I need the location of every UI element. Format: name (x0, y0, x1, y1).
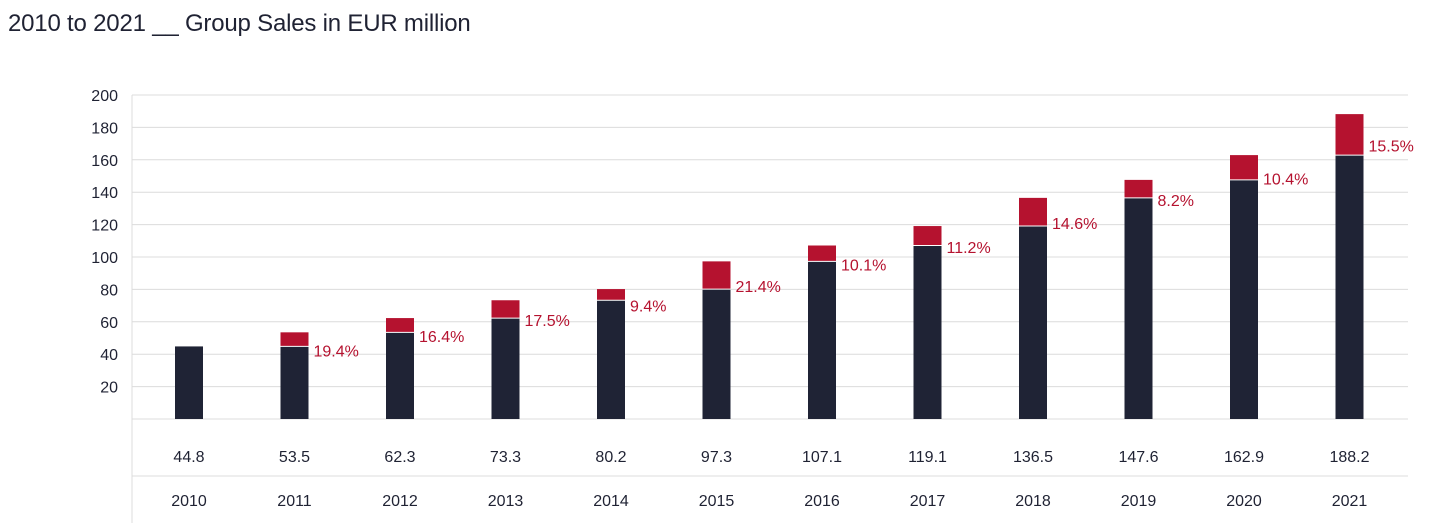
value-label: 97.3 (701, 449, 732, 466)
bar-increase (808, 245, 836, 262)
x-tick-label: 2014 (593, 493, 629, 510)
y-tick-label: 120 (91, 218, 118, 235)
bar-base (597, 300, 625, 419)
y-tick-label: 60 (100, 315, 118, 332)
bar-increase (280, 332, 309, 347)
value-label: 136.5 (1013, 449, 1053, 466)
growth-label: 9.4% (630, 299, 666, 316)
y-tick-label: 140 (91, 185, 118, 202)
bar-base (1019, 226, 1047, 419)
bar-base (175, 346, 203, 419)
x-tick-label: 2019 (1121, 493, 1157, 510)
bar-base (808, 261, 836, 419)
bars (175, 114, 1364, 420)
chart-title: 2010 to 2021 __ Group Sales in EUR milli… (8, 10, 471, 37)
bar-base (1124, 197, 1153, 419)
bar-increase (1019, 197, 1047, 227)
bar-increase (386, 318, 414, 333)
bar-base (280, 346, 309, 419)
y-tick-label: 180 (91, 120, 118, 137)
value-label: 62.3 (384, 449, 415, 466)
y-tick-label: 200 (91, 88, 118, 105)
x-tick-label: 2010 (171, 493, 207, 510)
growth-label: 11.2% (947, 240, 991, 257)
bar-base (702, 289, 731, 419)
bar-base (386, 332, 414, 419)
growth-label: 14.6% (1052, 216, 1097, 233)
growth-label: 21.4% (736, 279, 781, 296)
x-tick-label: 2018 (1015, 493, 1051, 510)
x-tick-label: 2011 (277, 493, 312, 510)
x-tick-label: 2013 (488, 493, 524, 510)
value-label: 162.9 (1224, 449, 1264, 466)
y-tick-label: 80 (100, 282, 118, 299)
value-label: 119.1 (908, 449, 947, 466)
value-label: 44.8 (173, 449, 204, 466)
bar-base (1335, 155, 1364, 420)
growth-label: 15.5% (1369, 139, 1414, 156)
value-label: 53.5 (279, 449, 310, 466)
x-tick-label: 2016 (804, 493, 840, 510)
x-tick-label: 2020 (1226, 493, 1262, 510)
y-tick-label: 40 (100, 347, 118, 364)
growth-label: 16.4% (419, 329, 464, 346)
bar-increase (1124, 179, 1153, 198)
bar-increase (1335, 114, 1364, 156)
x-tick-label: 2021 (1332, 493, 1368, 510)
grid-lines (131, 94, 1408, 523)
growth-label: 10.4% (1263, 171, 1308, 188)
bar-increase (702, 261, 731, 290)
value-label: 80.2 (595, 449, 626, 466)
value-label: 188.2 (1329, 449, 1369, 466)
bar-increase (913, 226, 942, 246)
x-tick-label: 2012 (382, 493, 418, 510)
bar-base (491, 318, 520, 419)
bar-increase (597, 289, 625, 301)
y-tick-label: 160 (91, 153, 118, 170)
x-tick-label: 2017 (910, 493, 946, 510)
bar-increase (491, 300, 520, 319)
bar-base (913, 245, 942, 419)
growth-label: 8.2% (1158, 193, 1194, 210)
bar-increase (1230, 155, 1258, 180)
y-tick-label: 100 (91, 250, 118, 267)
value-label: 107.1 (802, 449, 842, 466)
growth-label: 10.1% (841, 257, 886, 274)
labels: 44.8 2010 19.4% 53.5 2011 16.4% 62.3 2012 17.5% 7… (171, 139, 1414, 510)
value-label: 73.3 (490, 449, 521, 466)
y-tick-label: 20 (100, 380, 118, 397)
y-axis-ticks: 20 40 60 80 100 120 140 160 180 200 (91, 88, 118, 397)
growth-label: 17.5% (525, 313, 570, 330)
x-tick-label: 2015 (699, 493, 735, 510)
value-label: 147.6 (1118, 449, 1158, 466)
growth-label: 19.4% (314, 343, 359, 360)
bar-base (1230, 179, 1258, 419)
